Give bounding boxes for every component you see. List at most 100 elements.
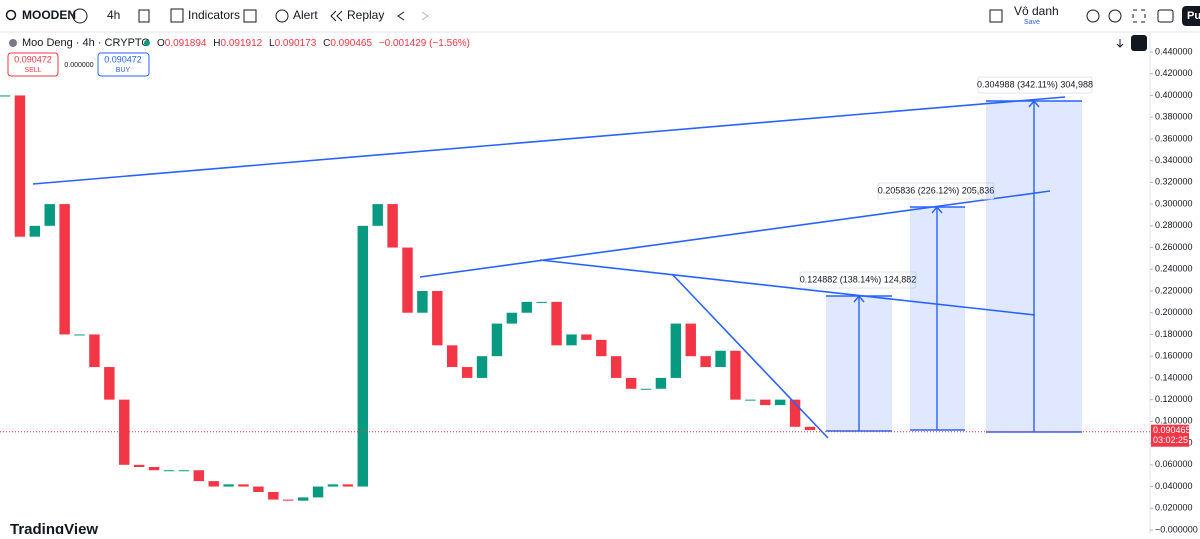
candle <box>596 339 607 357</box>
add-symbol-icon[interactable] <box>72 8 88 24</box>
y-tick-label: 0.400000 <box>1155 90 1193 100</box>
object-tree-button[interactable] <box>1131 35 1147 51</box>
quick-search-icon[interactable] <box>1086 9 1100 23</box>
candle <box>148 466 160 471</box>
y-tick-label: 0.100000 <box>1155 416 1193 426</box>
candle <box>44 204 55 226</box>
countdown-label: 03:02:25 <box>1153 435 1188 445</box>
y-tick-label: 0.160000 <box>1155 351 1193 361</box>
candle <box>74 334 85 336</box>
measure-label-box <box>977 76 1093 94</box>
low-value: 0.090173 <box>275 38 317 49</box>
measure-label: 0.205836 (226.12%) 205,836 <box>878 185 995 195</box>
candle <box>447 345 458 368</box>
layout-checkbox[interactable] <box>989 9 1003 23</box>
candle <box>625 377 637 389</box>
chart-type-icon[interactable] <box>138 9 150 23</box>
y-tick-label: 0.420000 <box>1155 68 1193 78</box>
open-value: 0.091894 <box>165 38 207 49</box>
candle <box>804 426 816 431</box>
candle <box>715 350 726 368</box>
candle <box>417 291 428 313</box>
search-icon[interactable] <box>5 9 17 21</box>
scroll-down-icon[interactable] <box>1116 39 1124 48</box>
candle <box>312 486 324 498</box>
candle <box>59 204 70 335</box>
candle <box>238 484 249 487</box>
candle <box>521 301 532 313</box>
candle <box>670 323 682 378</box>
templates-icon[interactable] <box>243 9 257 23</box>
y-tick-label: 0.220000 <box>1155 285 1193 295</box>
close-value: 0.090465 <box>330 38 372 49</box>
candle <box>104 367 115 400</box>
y-tick-label: 0.060000 <box>1155 459 1193 469</box>
measure-label: 0.124882 (138.14%) 124,882 <box>800 274 917 284</box>
buy-price[interactable]: 0.090472 <box>104 54 142 64</box>
trend-line[interactable] <box>671 273 829 439</box>
y-tick-label: 0.260000 <box>1155 242 1193 252</box>
sell-button[interactable] <box>7 52 59 77</box>
publish-button[interactable] <box>1182 6 1200 26</box>
branding: TradingView <box>10 521 98 534</box>
candle <box>119 399 130 465</box>
alert-icon[interactable] <box>275 9 289 23</box>
high-value: 0.091912 <box>221 38 263 49</box>
publish-label[interactable]: Pu <box>1187 10 1200 22</box>
buy-button[interactable] <box>97 52 150 77</box>
snapshot-icon[interactable] <box>1157 9 1174 23</box>
indicators-icon[interactable] <box>170 8 184 23</box>
candle <box>491 323 503 357</box>
y-tick-label: 0.120000 <box>1155 394 1193 404</box>
measure-label-box <box>799 271 917 289</box>
replay-button[interactable]: Replay <box>347 8 384 22</box>
sell-label[interactable]: SELL <box>24 67 41 74</box>
replay-icon[interactable] <box>330 10 343 22</box>
settings-icon[interactable] <box>1108 9 1122 23</box>
y-tick-label: 0.140000 <box>1155 372 1193 382</box>
trend-line[interactable] <box>419 190 1051 278</box>
candle <box>0 95 11 97</box>
y-tick-label: 0.280000 <box>1155 220 1193 230</box>
close-label: C <box>323 38 330 49</box>
symbol-button[interactable]: MOODEN <box>22 8 76 22</box>
candle <box>297 497 309 501</box>
candle <box>193 470 205 482</box>
indicators-button[interactable]: Indicators <box>188 8 240 22</box>
candle <box>89 334 100 368</box>
y-tick-label: 0.340000 <box>1155 155 1193 165</box>
candle <box>566 334 577 346</box>
market-status <box>144 40 150 46</box>
last-price-tag <box>1151 424 1189 447</box>
toolbar <box>0 0 1200 32</box>
candle <box>745 399 756 401</box>
fullscreen-icon[interactable] <box>1132 9 1146 23</box>
candle <box>223 484 234 487</box>
redo-icon[interactable] <box>421 11 429 21</box>
candle <box>372 204 383 226</box>
candle <box>685 323 696 357</box>
candle <box>655 377 667 389</box>
y-tick-label: 0.360000 <box>1155 133 1193 143</box>
candle <box>581 334 592 340</box>
y-tick-label: 0.440000 <box>1155 46 1193 56</box>
save-label[interactable]: Save <box>1024 19 1040 26</box>
measure-arrow <box>931 205 943 430</box>
y-tick-label: 0.380000 <box>1155 112 1193 122</box>
y-tick-label: 0.040000 <box>1155 481 1193 491</box>
interval-button[interactable]: 4h <box>107 8 120 22</box>
sell-price[interactable]: 0.090472 <box>14 54 52 64</box>
layout-name[interactable]: Vô danh <box>1014 4 1059 18</box>
candle <box>357 225 368 487</box>
trend-line[interactable] <box>539 259 1036 316</box>
candle <box>640 388 652 390</box>
buy-label[interactable]: BUY <box>116 67 131 74</box>
candle <box>610 356 622 378</box>
candle <box>283 499 294 501</box>
undo-icon[interactable] <box>397 11 405 21</box>
trend-line[interactable] <box>32 96 1066 185</box>
alert-button[interactable]: Alert <box>293 8 318 22</box>
candle <box>342 484 354 487</box>
candle <box>387 204 398 248</box>
candle <box>253 486 264 492</box>
